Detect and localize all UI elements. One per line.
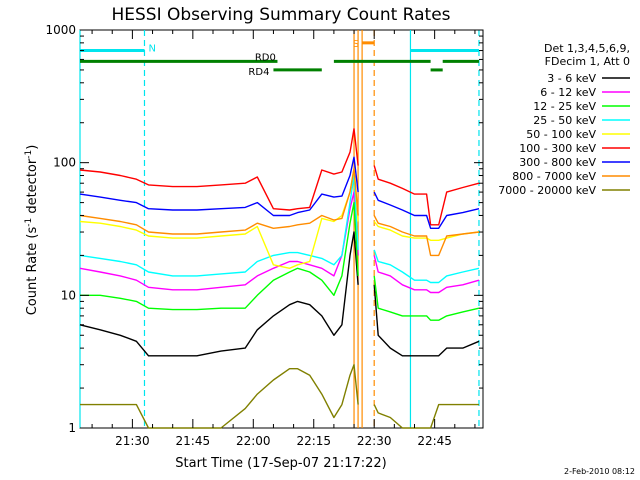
y-tick-label: 10 xyxy=(61,288,76,302)
series-line xyxy=(79,168,480,257)
y-axis-label-part: detector xyxy=(25,158,40,218)
y-axis-label: Count Rate (s-1 detector-1) xyxy=(24,145,40,316)
legend-label: 800 - 7000 keV xyxy=(512,170,596,183)
y-axis-label-exponent: -1 xyxy=(24,150,34,159)
legend-label: 7000 - 20000 keV xyxy=(498,184,596,197)
x-tick-label: 22:00 xyxy=(236,434,271,448)
x-tick-label: 22:15 xyxy=(296,434,331,448)
legend-label: 300 - 800 keV xyxy=(519,156,596,169)
status-bar-label: RD0 xyxy=(255,52,276,63)
x-axis: 21:30 21:45 22:00 22:15 22:30 22:45 xyxy=(91,30,476,448)
plot-area xyxy=(79,29,484,429)
series-line xyxy=(79,156,480,229)
status-bar-label: S xyxy=(353,39,359,50)
status-bar-label: RD4 xyxy=(248,67,269,78)
y-tick-label: 100 xyxy=(53,156,76,170)
legend-label: 50 - 100 keV xyxy=(526,128,596,141)
x-tick-label: 21:45 xyxy=(176,434,211,448)
series-lines xyxy=(79,128,480,429)
plot-timestamp: 2-Feb-2010 08:12 xyxy=(564,467,635,476)
chart-title: HESSI Observing Summary Count Rates xyxy=(111,5,450,25)
legend-label: 100 - 300 keV xyxy=(519,142,596,155)
legend-label: 6 - 12 keV xyxy=(540,86,596,99)
series-line xyxy=(79,231,480,357)
y-axis-label-part: ) xyxy=(25,145,40,150)
y-axis-label-part: Count Rate (s xyxy=(25,227,40,316)
y-tick-label: 1000 xyxy=(45,23,76,37)
legend-label: 12 - 25 keV xyxy=(533,100,596,113)
series-line xyxy=(80,201,480,321)
legend-label: 25 - 50 keV xyxy=(533,114,596,127)
x-tick-label: 21:30 xyxy=(115,434,150,448)
series-line xyxy=(79,191,480,294)
x-tick-label: 22:45 xyxy=(417,434,452,448)
legend-header-line: Det 1,3,4,5,6,9, xyxy=(544,42,630,55)
series-line xyxy=(80,364,479,429)
y-axis: 1 10 100 1000 xyxy=(45,23,483,435)
y-tick-label: 1 xyxy=(68,421,76,435)
status-bars: N S RD0 RD4 xyxy=(80,39,479,78)
series-line xyxy=(79,128,480,226)
interval-lines xyxy=(79,30,480,428)
y-axis-label-exponent: -1 xyxy=(24,218,34,227)
x-tick-label: 22:30 xyxy=(357,434,392,448)
status-bar-label: N xyxy=(148,44,155,55)
legend-label: 3 - 6 keV xyxy=(547,72,596,85)
legend: Det 1,3,4,5,6,9, FDecim 1, Att 0 3 - 6 k… xyxy=(498,42,630,197)
x-axis-label: Start Time (17-Sep-07 21:17:22) xyxy=(175,456,386,471)
series-line xyxy=(79,174,480,284)
legend-header-line: FDecim 1, Att 0 xyxy=(545,55,630,68)
